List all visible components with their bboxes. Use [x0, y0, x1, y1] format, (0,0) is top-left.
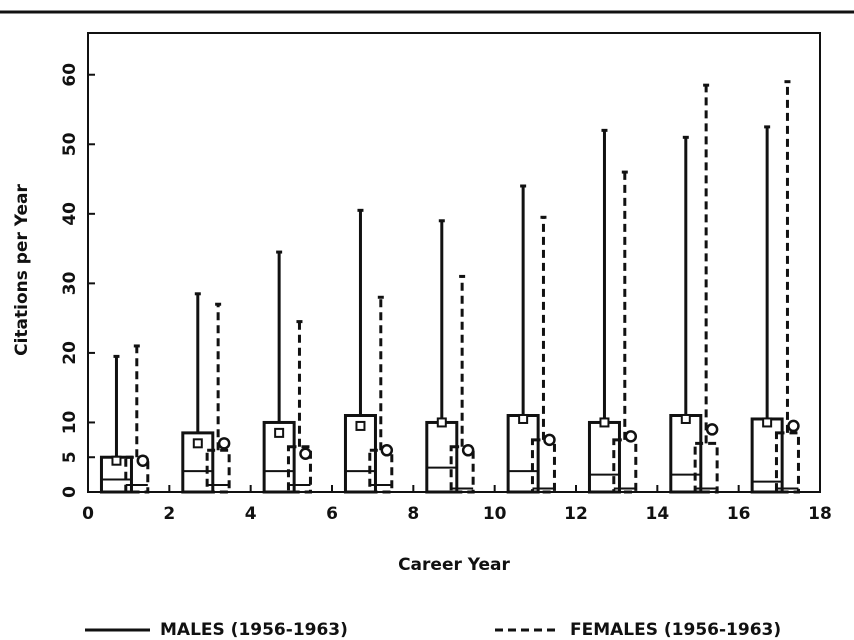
mean-marker	[299, 447, 312, 460]
mean-marker	[436, 417, 447, 428]
x-tick-label: 16	[727, 504, 751, 524]
x-tick-label: 4	[245, 504, 257, 524]
y-tick-label: 10	[60, 410, 80, 434]
box	[530, 438, 556, 494]
y-tick-label: 60	[60, 63, 80, 87]
y-tick-label: 20	[60, 341, 80, 365]
box	[449, 445, 475, 494]
box	[262, 420, 296, 494]
mean-marker	[680, 413, 691, 424]
y-axis-label: Citations per Year	[12, 183, 32, 355]
x-tick-label: 18	[808, 504, 832, 524]
x-tick-label: 10	[483, 504, 507, 524]
legend-label: MALES (1956-1963)	[160, 620, 348, 640]
x-tick-label: 2	[163, 504, 175, 524]
mean-marker	[111, 455, 122, 466]
mean-marker	[543, 433, 556, 447]
mean-marker	[518, 413, 529, 424]
x-tick-label: 0	[82, 504, 94, 524]
x-tick-label: 14	[645, 504, 669, 524]
mean-marker	[217, 437, 231, 450]
box	[124, 455, 150, 494]
mean-marker	[355, 420, 366, 431]
mean-marker	[705, 423, 719, 436]
box	[693, 441, 719, 494]
legend-label: FEMALES (1956-1963)	[570, 620, 781, 640]
mean-marker	[787, 419, 800, 433]
box	[368, 448, 394, 494]
y-tick-label: 40	[60, 202, 80, 226]
mean-marker	[192, 438, 203, 449]
mean-marker	[380, 444, 394, 457]
box	[774, 431, 800, 494]
box	[612, 438, 638, 494]
y-tick-label: 5	[60, 451, 80, 463]
mean-marker	[762, 417, 773, 428]
mean-marker	[461, 444, 475, 457]
x-tick-label: 12	[564, 504, 588, 524]
x-tick-label: 6	[326, 504, 338, 524]
box	[181, 431, 215, 494]
y-tick-label: 30	[60, 271, 80, 295]
mean-marker	[136, 454, 150, 467]
y-tick-label: 0	[60, 486, 80, 498]
mean-marker	[599, 417, 610, 428]
mean-marker	[274, 427, 285, 438]
x-axis-label: Career Year	[398, 555, 510, 575]
x-tick-label: 8	[407, 504, 419, 524]
box	[286, 445, 312, 494]
box	[343, 414, 377, 494]
y-tick-label: 50	[60, 132, 80, 156]
mean-marker	[624, 430, 638, 443]
box	[205, 448, 231, 494]
